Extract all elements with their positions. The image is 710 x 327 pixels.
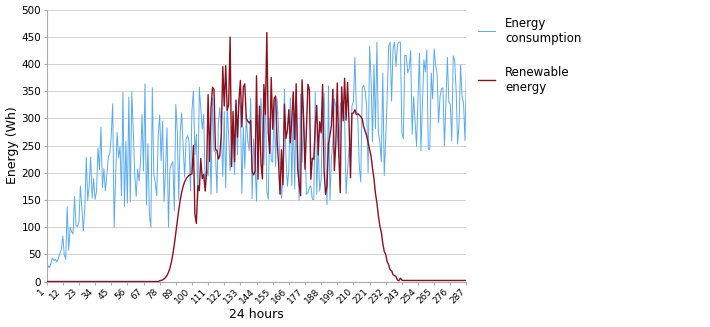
Energy
consumption [462,67,471,71]
Energy
consumption [132,195,141,198]
Energy
consumption [373,40,381,44]
Renewable
energy [168,252,177,256]
Y-axis label: Energy (Wh): Energy (Wh) [6,107,18,184]
Energy
consumption [168,160,177,164]
Energy
consumption [62,257,70,261]
Legend: Energy
consumption, Renewable
energy: Energy consumption, Renewable energy [476,15,582,95]
Renewable
energy [263,30,271,34]
Renewable
energy [462,279,471,283]
Energy
consumption [242,113,251,117]
Line: Energy
consumption: Energy consumption [47,42,466,275]
Renewable
energy [280,102,289,106]
Line: Renewable
energy: Renewable energy [47,32,466,282]
Renewable
energy [62,280,70,284]
Energy
consumption [43,273,51,277]
Renewable
energy [242,116,251,120]
Renewable
energy [132,280,141,284]
Energy
consumption [279,174,288,178]
Renewable
energy [43,280,51,284]
Renewable
energy [358,117,366,121]
X-axis label: 24 hours: 24 hours [229,308,284,321]
Energy
consumption [356,180,365,184]
